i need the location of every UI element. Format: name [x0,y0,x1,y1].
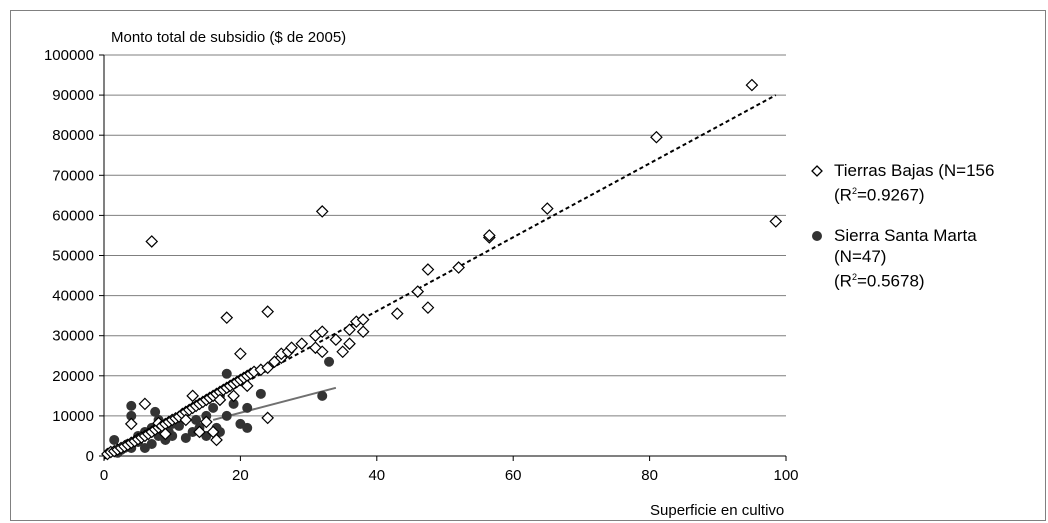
data-point-tierras-bajas [343,337,356,351]
data-points [101,78,783,461]
data-point-tierras-bajas [421,263,435,276]
x-tick-label: 0 [100,467,108,484]
data-point-tierras-bajas [213,393,227,407]
data-point-tierras-bajas [234,347,247,361]
y-tick-label: 100000 [44,47,94,64]
data-point-tierras-bajas [421,301,435,314]
data-point-tierras-bajas [343,323,356,337]
legend-n: (N=47) [834,246,887,266]
y-tick-label: 60000 [52,207,94,224]
legend-label: Tierras Bajas (N=156 [834,161,995,180]
y-tick-labels: 0 10000 20000 30000 40000 50000 60000 70000 8000… [44,47,94,465]
data-point-sierra-santa-marta [208,402,219,413]
data-point-tierras-bajas [315,325,329,339]
data-point-tierras-bajas [138,397,152,411]
data-point-tierras-bajas [159,427,172,441]
data-point-sierra-santa-marta [146,438,157,449]
x-tick-labels: 0 20 40 60 80 100 [100,467,799,484]
data-point-sierra-santa-marta [324,356,335,367]
data-point-tierras-bajas [769,215,783,228]
data-point-tierras-bajas [295,337,309,351]
data-point-sierra-santa-marta [109,434,120,445]
data-point-sierra-santa-marta [242,402,253,413]
x-axis-title: Superficie en cultivo [650,502,784,519]
y-tick-label: 50000 [52,248,94,265]
legend-entry-tierras-bajas: Tierras Bajas (N=156 (R2=0.9267) [808,160,1048,206]
data-point-tierras-bajas [199,415,213,429]
data-point-tierras-bajas [482,229,496,242]
data-point-sierra-santa-marta [126,400,137,411]
data-point-tierras-bajas [220,311,234,325]
data-point-tierras-bajas [227,389,240,403]
data-point-tierras-bajas [356,325,370,339]
data-point-sierra-santa-marta [317,390,328,401]
data-point-tierras-bajas [193,425,206,439]
data-point-tierras-bajas [745,78,759,92]
data-point-tierras-bajas [411,285,425,298]
data-point-tierras-bajas [186,389,200,403]
y-tick-label: 20000 [52,368,94,385]
data-point-sierra-santa-marta [214,426,225,437]
data-point-sierra-santa-marta [221,410,232,421]
data-point-tierras-bajas [145,235,159,248]
diamond-marker-icon [811,165,823,177]
data-point-tierras-bajas [240,379,254,393]
chart-title: Monto total de subsidio ($ de 2005) [111,29,346,46]
chart-frame [10,10,1046,521]
data-point-sierra-santa-marta [191,414,202,425]
x-tick-label: 40 [368,467,385,484]
data-point-sierra-santa-marta [228,398,239,409]
legend-r2: (R2=0.9267) [834,185,925,205]
x-tick-label: 100 [773,467,798,484]
data-point-tierras-bajas [650,130,663,144]
y-tick-label: 70000 [52,167,94,184]
data-point-sierra-santa-marta [221,368,232,379]
y-tick-label: 30000 [52,328,94,345]
data-point-tierras-bajas [315,345,329,359]
data-point-tierras-bajas [390,307,404,320]
data-point-tierras-bajas [210,433,223,447]
data-point-tierras-bajas [356,313,370,327]
x-tick-label: 20 [232,467,249,484]
data-point-tierras-bajas [540,202,554,215]
data-point-sierra-santa-marta [255,388,266,399]
data-point-tierras-bajas [315,205,329,218]
x-tick-label: 80 [641,467,658,484]
legend-r2: (R2=0.5678) [834,271,925,291]
data-point-sierra-santa-marta [242,422,253,433]
data-point-sierra-santa-marta [150,406,161,417]
data-point-tierras-bajas [452,261,465,274]
data-point-tierras-bajas [285,341,298,355]
trendline-sierra-santa-marta [212,386,337,421]
data-point-tierras-bajas [336,345,350,359]
data-point-sierra-santa-marta [180,432,191,443]
data-point-tierras-bajas [261,305,275,318]
axes [99,54,787,461]
y-tick-label: 0 [86,448,94,465]
y-tick-label: 90000 [52,87,94,104]
x-tick-label: 60 [505,467,522,484]
data-point-tierras-bajas [261,361,275,375]
circle-marker-icon [812,230,822,241]
gridlines [104,54,786,417]
y-tick-label: 40000 [52,288,94,305]
y-tick-label: 10000 [52,408,94,425]
data-point-tierras-bajas [124,417,138,431]
data-point-sierra-santa-marta [126,410,137,421]
data-point-tierras-bajas [179,413,193,427]
data-point-tierras-bajas [261,411,275,425]
y-tick-label: 80000 [52,127,94,144]
legend-entry-sierra-santa-marta: Sierra Santa Marta (N=47) (R2=0.5678) [808,225,1048,292]
legend-label: Sierra Santa Marta [834,225,977,245]
data-point-tierras-bajas [329,333,343,347]
legend: Tierras Bajas (N=156 (R2=0.9267) Sierra … [808,160,1048,291]
